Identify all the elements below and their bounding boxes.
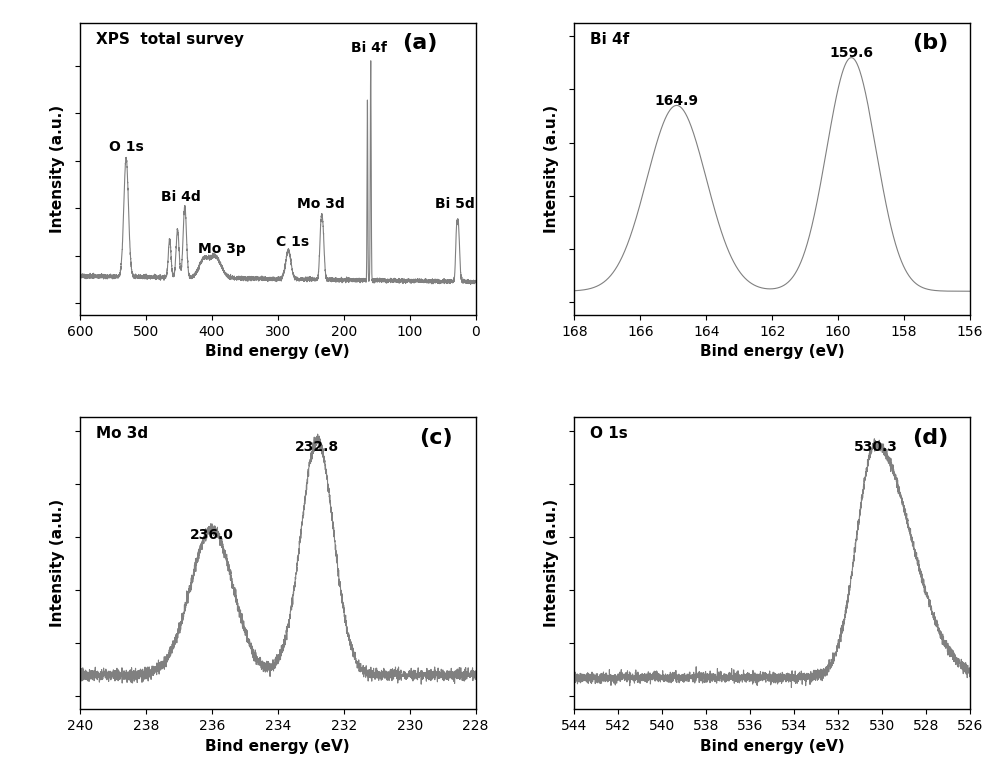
Text: 232.8: 232.8	[295, 440, 339, 454]
Text: Mo 3d: Mo 3d	[96, 426, 148, 441]
Y-axis label: Intensity (a.u.): Intensity (a.u.)	[50, 105, 65, 233]
Text: Bi 4d: Bi 4d	[161, 190, 201, 204]
Text: O 1s: O 1s	[590, 426, 628, 441]
Text: Mo 3p: Mo 3p	[198, 242, 246, 257]
Text: XPS  total survey: XPS total survey	[96, 32, 244, 46]
X-axis label: Bind energy (eV): Bind energy (eV)	[205, 345, 350, 359]
X-axis label: Bind energy (eV): Bind energy (eV)	[205, 739, 350, 753]
Text: (d): (d)	[912, 428, 949, 448]
Text: (c): (c)	[419, 428, 453, 448]
Text: 530.3: 530.3	[854, 440, 897, 454]
Y-axis label: Intensity (a.u.): Intensity (a.u.)	[50, 500, 65, 628]
Y-axis label: Intensity (a.u.): Intensity (a.u.)	[544, 500, 559, 628]
Text: (a): (a)	[402, 33, 438, 53]
Text: 159.6: 159.6	[829, 46, 873, 60]
Text: O 1s: O 1s	[109, 140, 144, 154]
X-axis label: Bind energy (eV): Bind energy (eV)	[700, 345, 845, 359]
Text: Bi 5d: Bi 5d	[435, 197, 474, 211]
Y-axis label: Intensity (a.u.): Intensity (a.u.)	[544, 105, 559, 233]
Text: Mo 3d: Mo 3d	[297, 197, 345, 211]
X-axis label: Bind energy (eV): Bind energy (eV)	[700, 739, 845, 753]
Text: C 1s: C 1s	[276, 235, 309, 249]
Text: 164.9: 164.9	[655, 94, 699, 108]
Text: Bi 4f: Bi 4f	[351, 41, 387, 55]
Text: 236.0: 236.0	[190, 528, 234, 542]
Text: Bi 4f: Bi 4f	[590, 32, 630, 46]
Text: (b): (b)	[912, 33, 949, 53]
